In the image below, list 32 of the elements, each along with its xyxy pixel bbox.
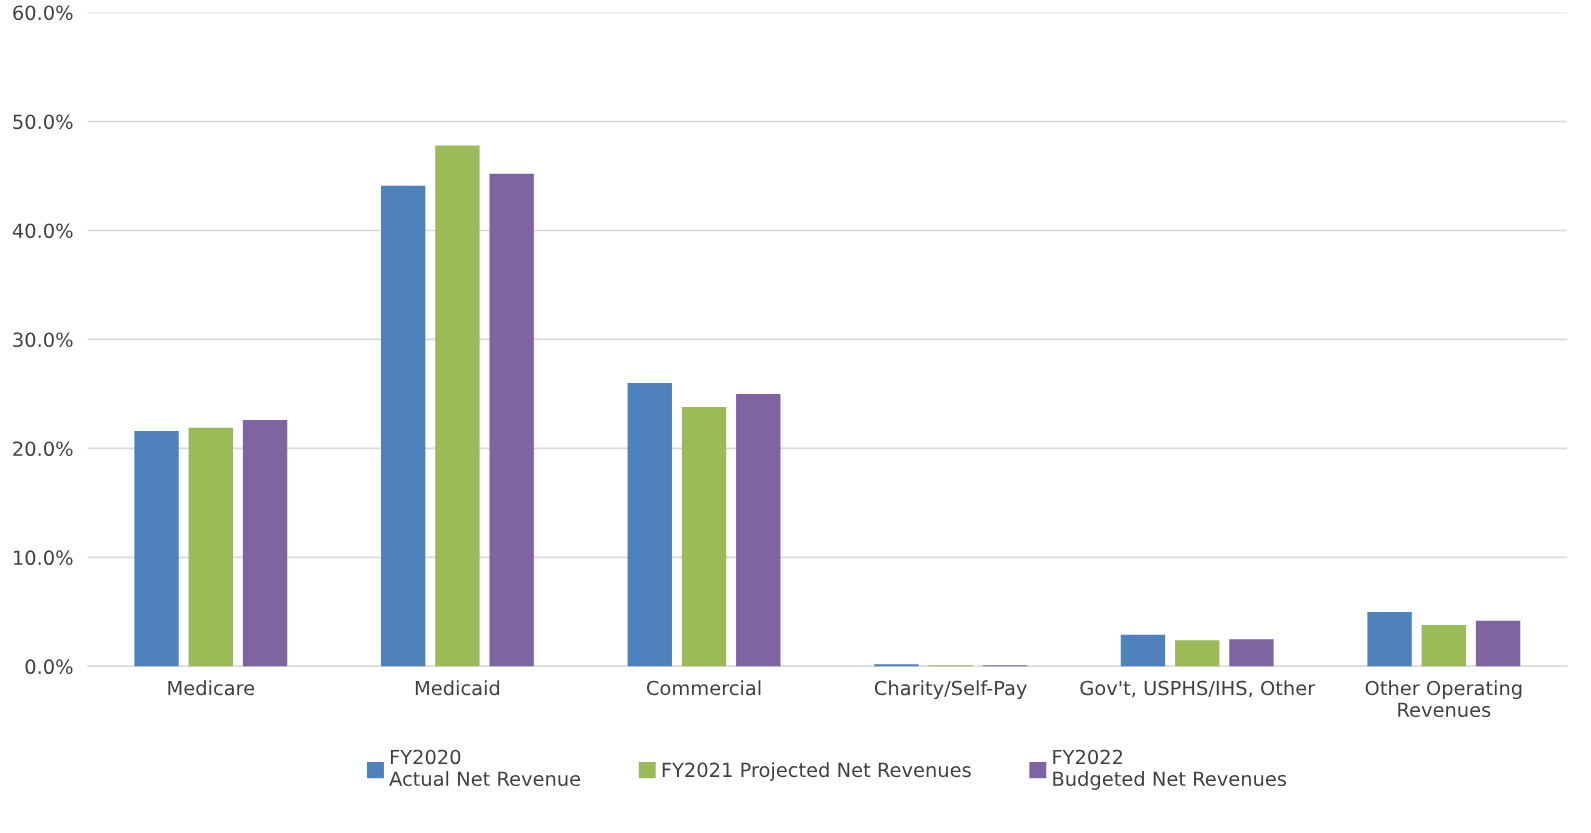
- bar: [380, 185, 426, 667]
- bar: [627, 383, 672, 667]
- y-tick-label: 30.0%: [13, 332, 73, 348]
- x-tick-label: Medicaid: [415, 680, 500, 696]
- legend-label: FY2021 Projected Net Revenues: [662, 762, 971, 782]
- y-tick-label: 20.0%: [13, 441, 73, 457]
- bar: [242, 420, 288, 667]
- bar: [874, 664, 919, 667]
- bar: [1175, 640, 1220, 667]
- bar: [1120, 634, 1166, 667]
- bar: [188, 427, 233, 667]
- bar: [489, 173, 534, 667]
- bar: [1367, 611, 1412, 667]
- bar: [1229, 639, 1274, 667]
- bar: [134, 430, 179, 667]
- x-tick-label: Charity/Self-Pay: [874, 680, 1027, 700]
- x-tick-label: Medicare: [168, 680, 255, 696]
- bar: [736, 393, 781, 667]
- y-tick-label: 60.0%: [13, 5, 73, 21]
- y-tick-label: 0.0%: [25, 659, 73, 675]
- bar: [1475, 620, 1521, 667]
- y-tick-label: 40.0%: [12, 223, 73, 239]
- x-tick-label: Gov't, USPHS/IHS, Other: [1080, 680, 1316, 698]
- legend-label: FY2022 Budgeted Net Revenues: [1053, 749, 1287, 790]
- x-tick-label: Commercial: [646, 680, 761, 696]
- y-tick-label: 10.0%: [13, 550, 73, 566]
- bar: [681, 407, 727, 667]
- bar: [1421, 624, 1467, 667]
- x-tick-label: Other Operating Revenues: [1365, 680, 1522, 718]
- legend-label: FY2020 Actual Net Revenue: [389, 749, 581, 787]
- bar: [435, 145, 480, 667]
- y-tick-label: 50.0%: [13, 114, 73, 130]
